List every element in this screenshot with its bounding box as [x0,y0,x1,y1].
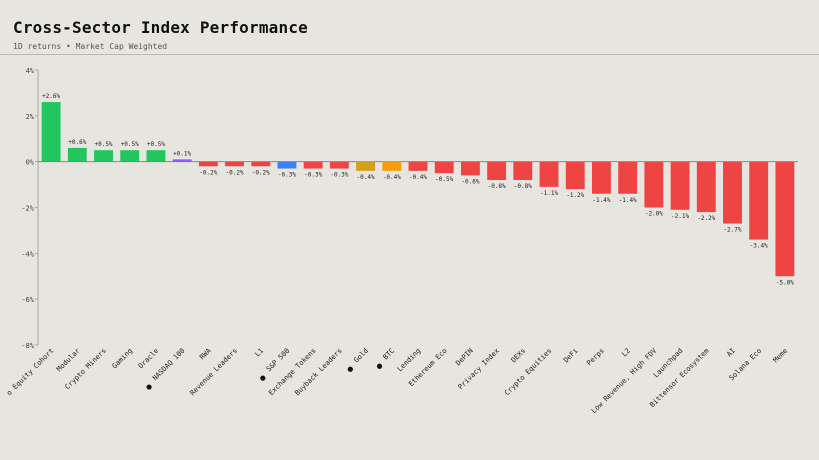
benchmark-marker-dot [260,375,266,381]
bar [513,161,533,180]
bar [277,161,297,169]
bar [696,161,716,213]
category-label: Exchange Tokens [267,347,317,397]
category-label: Modular [55,347,82,374]
bar [356,161,376,171]
bar [565,161,585,190]
bar-value-label: -1.1% [540,190,558,197]
bar [539,161,559,187]
category-label: L1 [254,347,266,359]
category-label: DeFi [562,347,580,365]
category-label: Perps [585,347,606,368]
benchmark-marker-dot [347,366,353,372]
bar [644,161,664,208]
bar [251,161,271,167]
chart-title: Cross-Sector Index Performance [13,18,308,37]
category-label: o Equity Cohort [5,347,55,397]
bar-value-label: -0.4% [357,174,375,181]
bar [94,150,113,162]
bar [434,161,454,174]
y-tick-label: 2% [26,113,35,121]
category-label: L2 [620,347,632,359]
bar-value-label: -2.0% [645,211,663,218]
bar-value-label: -0.4% [409,174,427,181]
category-label: Crypto Equities [503,347,553,397]
bar-value-label: -0.6% [461,178,479,185]
bar-value-label: -0.8% [514,183,532,190]
category-label: DEXs [510,347,528,365]
bar-value-label: -1.4% [592,197,610,204]
category-label: Oracle [137,347,161,371]
bar [382,161,402,171]
bar-value-label: +0.6% [68,139,86,146]
bar [120,150,140,162]
category-label: Gaming [111,347,135,371]
bar [487,161,507,180]
bar [775,161,795,277]
bar [172,159,192,162]
bar [198,161,218,167]
bar-value-label: -1.2% [566,192,584,199]
bar-value-label: -0.8% [488,183,506,190]
bar-value-label: -5.0% [776,279,794,286]
category-label: Revenue Leaders [189,347,239,397]
chart-header: Cross-Sector Index Performance 1D return… [13,18,308,51]
y-tick-label: -4% [21,250,34,258]
bar [146,150,166,162]
y-tick-label: -8% [21,342,34,350]
bar-value-label: -2.2% [697,215,715,222]
chart-subtitle: 1D returns • Market Cap Weighted [13,42,168,51]
bar [460,161,480,176]
category-label: Lending [396,347,423,374]
category-label: Meme [772,347,790,365]
bar-value-label: -2.7% [723,227,741,234]
category-label: DePIN [454,347,475,368]
bar-value-label: -1.4% [619,197,637,204]
bar-value-label: +0.5% [94,141,112,148]
category-label: S&P 500 [265,347,292,374]
bar-value-label: +0.5% [121,141,139,148]
category-label: BTC [382,347,397,362]
bar [670,161,690,210]
header-divider [0,54,819,55]
benchmark-marker-dot [376,363,383,369]
bar [749,161,769,240]
category-label: Buyback Leaders [293,347,343,397]
bar [67,147,87,162]
bar [408,161,428,171]
bar-value-label: +0.1% [173,150,191,157]
bar-value-label: -0.3% [278,172,296,179]
bar [329,161,349,169]
bar-value-label: -0.2% [226,169,244,176]
bar-value-label: -0.2% [199,169,217,176]
bar-value-label: +2.6% [42,93,60,100]
bar [303,161,323,169]
category-label: AI [725,347,737,359]
bar-value-label: -0.3% [330,172,348,179]
y-tick-label: -2% [21,205,34,213]
bar-value-label: -0.4% [383,174,401,181]
bar-value-label: -3.4% [750,243,768,250]
bar-value-label: -0.5% [435,176,453,183]
bar [225,161,244,167]
bar-value-label: -0.3% [304,172,322,179]
category-label: Gold [352,347,370,365]
bar [723,161,742,224]
bar [618,161,638,194]
bar [592,161,611,194]
category-label: RWA [198,346,213,361]
y-tick-label: 4% [26,67,35,75]
bar [41,102,61,162]
bar-value-label: -2.1% [671,213,689,220]
bar-value-label: -0.2% [252,169,270,176]
y-tick-label: 0% [26,159,35,167]
benchmark-marker-dot [146,384,152,390]
y-tick-label: -6% [21,296,34,304]
bar-value-label: +0.5% [147,141,165,148]
